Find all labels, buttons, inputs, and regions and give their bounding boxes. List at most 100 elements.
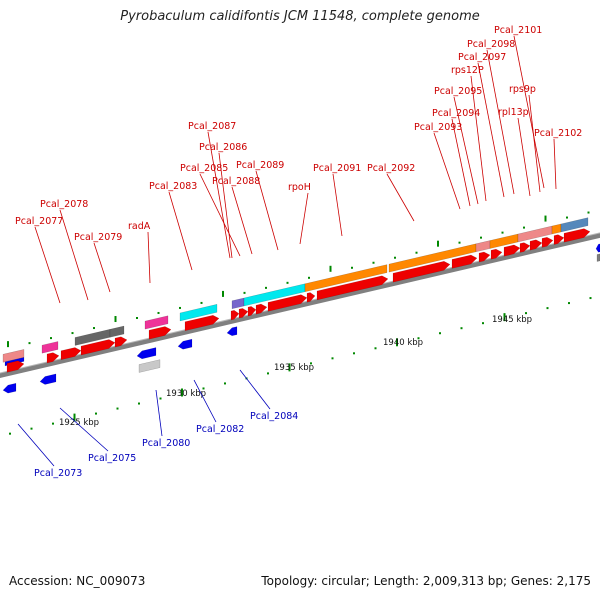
gene-label-top: Pcal_2079 [74,232,122,243]
label-leader-line [93,242,111,293]
forward-gene-arrow [541,236,554,248]
gene-label-bottom: Pcal_2084 [250,411,298,422]
feature-block [138,359,161,373]
forward-gene-arrow [80,339,116,356]
feature-block [179,303,218,322]
tick-layer: 1925 kbp 1930 kbp 1935 kbp 1940 kbp 1945 kbp [7,211,592,435]
label-leader-line [147,231,151,284]
label-leader-line [168,191,193,271]
forward-gene-arrow [267,294,308,312]
forward-gene-arrow [490,248,503,260]
gene-label-top: Pcal_2088 [212,176,260,187]
forward-gene-arrow [392,261,451,283]
forward-gene-arrow [563,228,591,243]
reverse-gene-arrow [2,382,17,394]
gene-layer [2,217,600,394]
gene-label-top: Pcal_2077 [15,216,63,227]
reverse-gene-arrow [39,373,57,385]
gene-label-bottom: Pcal_2075 [88,453,136,464]
label-leader-line [218,152,233,259]
feature-block [560,217,589,233]
forward-gene-arrow [148,326,172,340]
forward-gene-arrow [247,306,257,317]
label-leader-line [299,192,309,245]
forward-gene-arrow [60,347,82,361]
gene-label-top: rps9p [509,84,536,95]
label-leader-line [59,407,109,452]
forward-gene-arrow [553,234,565,245]
scale-label: 1945 kbp [492,315,532,325]
feature-block [475,240,491,253]
forward-gene-arrow [519,242,531,253]
label-leader-line [513,35,545,189]
gene-label-bottom: Pcal_2073 [34,468,82,479]
label-leader-line [453,96,479,205]
forward-gene-arrow [255,303,268,315]
label-leader-line [517,117,531,197]
label-layer: Pcal_2077 Pcal_2078 Pcal_2079 radA Pcal_2083… [15,25,582,479]
forward-gene-arrow [6,360,25,373]
feature-block [551,223,562,235]
accession-text: Accession: NC_009073 [9,574,146,588]
scale-label: 1930 kbp [166,389,206,399]
feature-block [596,253,600,262]
forward-gene-arrow [503,244,521,257]
label-leader-line [486,49,515,195]
forward-gene-arrow [478,251,491,263]
scale-label: 1935 kbp [274,363,314,373]
label-leader-line [528,94,541,193]
forward-gene-arrow [184,314,220,332]
reverse-gene-arrow [226,326,238,337]
gene-label-bottom: Pcal_2080 [142,438,190,449]
gene-label-top: Pcal_2097 [458,52,506,63]
gene-label-top: Pcal_2089 [236,160,284,171]
leader-line-layer [17,35,557,467]
label-leader-line [255,170,279,251]
gene-label-top: rps12P [451,65,484,76]
gene-label-top: Pcal_2087 [188,121,236,132]
feature-block [41,341,59,354]
gene-label-top: Pcal_2102 [534,128,582,139]
feature-block [144,315,169,330]
label-leader-line [193,379,217,423]
gene-label-top: Pcal_2101 [494,25,542,36]
label-leader-line [332,173,343,237]
forward-gene-arrow [529,239,543,251]
gene-label-top: rpoH [288,182,311,193]
reverse-gene-arrow [177,338,193,350]
label-leader-line [34,226,61,304]
gene-label-top: Pcal_2083 [149,181,197,192]
genome-backbone [0,232,600,378]
forward-gene-arrow [114,336,128,348]
feature-block [304,264,388,293]
map-title: Pyrobaculum calidifontis JCM 11548, comp… [120,9,480,24]
label-leader-line [239,369,271,410]
feature-block [231,297,245,310]
gene-label-top: rpl13p [498,107,529,118]
gene-label-top: Pcal_2078 [40,199,88,210]
label-leader-line [199,173,241,257]
reverse-gene-arrow [595,243,600,253]
label-leader-line [553,138,557,190]
label-leader-line [231,186,253,255]
label-leader-line [433,132,461,210]
scale-label: 1925 kbp [59,418,99,428]
gene-label-bottom: Pcal_2082 [196,424,244,435]
scale-label: 1940 kbp [383,338,423,348]
gene-label-top: Pcal_2085 [180,163,228,174]
gene-label-top: radA [128,221,151,232]
label-leader-line [451,118,471,207]
gene-label-top: Pcal_2098 [467,39,515,50]
label-leader-line [155,389,163,437]
forward-gene-arrow [306,292,316,303]
forward-gene-arrow [238,308,249,319]
label-leader-line [470,75,487,202]
forward-gene-arrow [46,352,60,364]
gene-label-top: Pcal_2092 [367,163,415,174]
genome-summary-text: Topology: circular; Length: 2,009,313 bp… [261,574,591,588]
gene-label-top: Pcal_2094 [432,108,480,119]
label-leader-line [17,423,55,467]
label-leader-line [477,62,505,198]
